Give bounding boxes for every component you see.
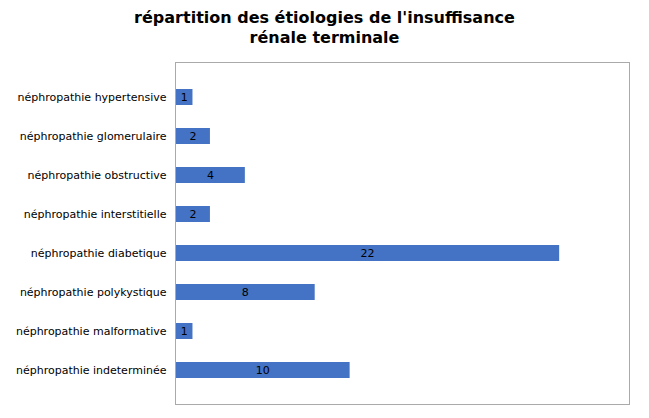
svg-text:néphropathie indeterminée: néphropathie indeterminée [16, 364, 167, 377]
svg-text:néphropathie diabetique: néphropathie diabetique [31, 247, 167, 260]
svg-text:néphropathie obstructive: néphropathie obstructive [28, 169, 167, 182]
html-text:répartition des étiologies de: répartition des étiologies de l'insuffis… [134, 8, 515, 47]
svg-text:4: 4 [207, 169, 214, 182]
svg-text:néphropathie interstitielle: néphropathie interstitielle [24, 208, 167, 221]
svg-text:néphropathie hypertensive: néphropathie hypertensive [18, 91, 167, 104]
svg-text:10: 10 [256, 364, 270, 377]
svg-text:2: 2 [189, 130, 196, 143]
svg-text:1: 1 [181, 91, 188, 104]
svg-text:néphropathie glomerulaire: néphropathie glomerulaire [20, 130, 167, 143]
svg-text:néphropathie malformative: néphropathie malformative [16, 325, 167, 338]
svg-text:8: 8 [242, 286, 249, 299]
svg-text:néphropathie polykystique: néphropathie polykystique [20, 286, 167, 299]
svg-text:22: 22 [361, 247, 375, 260]
svg-text:1: 1 [181, 325, 188, 338]
svg-text:2: 2 [189, 208, 196, 221]
